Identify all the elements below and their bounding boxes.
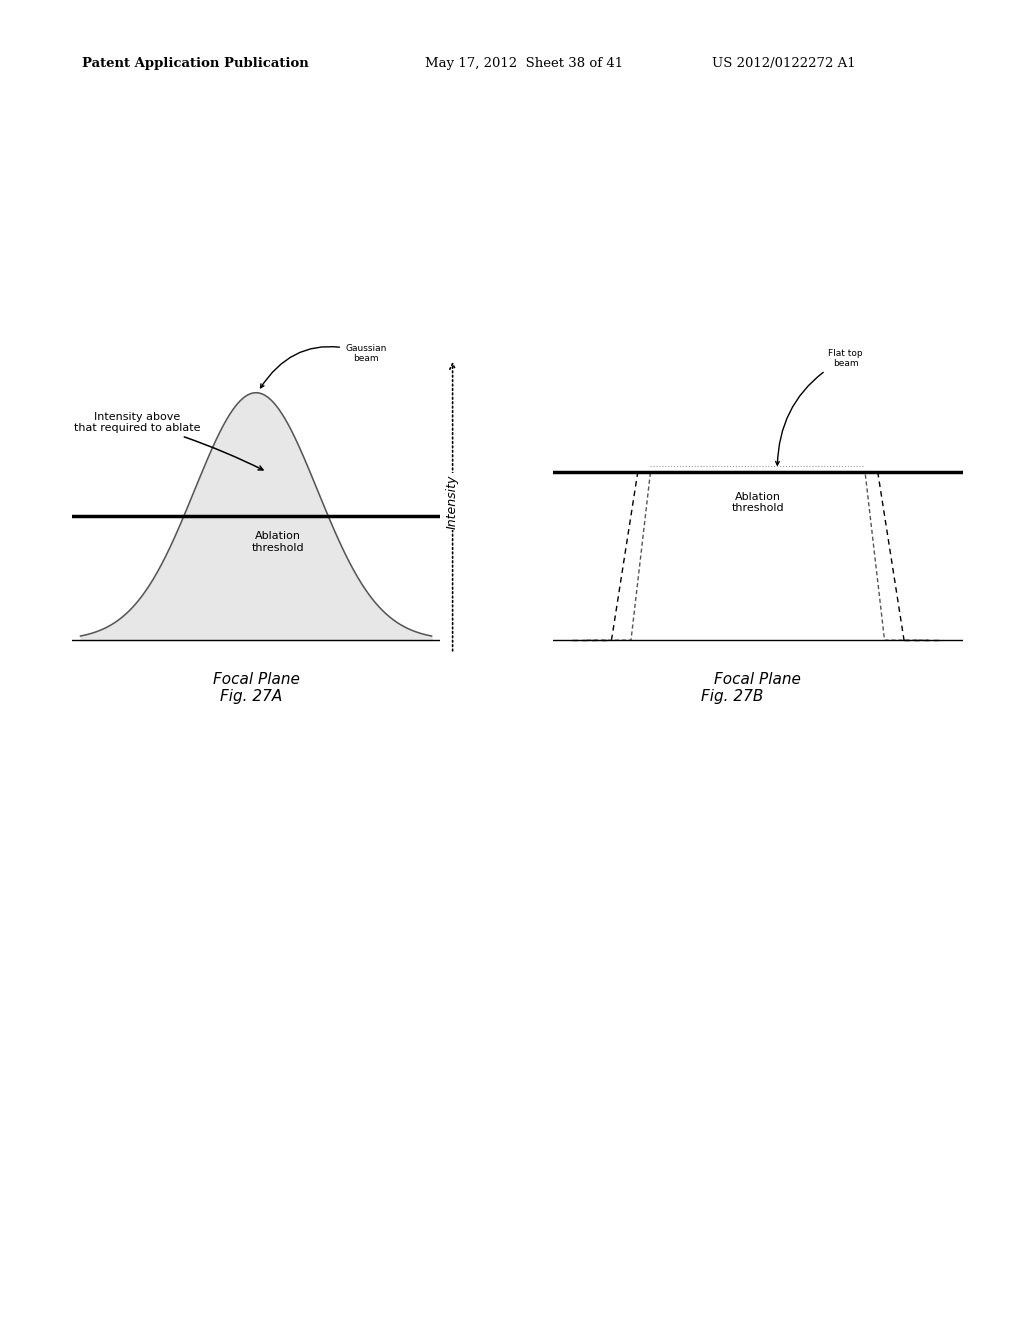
Text: Intensity above
that required to ablate: Intensity above that required to ablate: [75, 412, 263, 470]
Text: Ablation
threshold: Ablation threshold: [731, 492, 784, 513]
Text: US 2012/0122272 A1: US 2012/0122272 A1: [712, 57, 855, 70]
Text: Gaussian
beam: Gaussian beam: [260, 343, 386, 388]
Text: Fig. 27B: Fig. 27B: [701, 689, 763, 704]
Text: Fig. 27A: Fig. 27A: [220, 689, 282, 704]
Text: Flat top
beam: Flat top beam: [775, 348, 863, 465]
Text: Focal Plane: Focal Plane: [715, 672, 801, 688]
Text: Focal Plane: Focal Plane: [213, 672, 299, 688]
Text: Ablation
threshold: Ablation threshold: [252, 532, 304, 553]
Text: Patent Application Publication: Patent Application Publication: [82, 57, 308, 70]
Text: May 17, 2012  Sheet 38 of 41: May 17, 2012 Sheet 38 of 41: [425, 57, 623, 70]
Text: Intensity: Intensity: [446, 474, 459, 529]
